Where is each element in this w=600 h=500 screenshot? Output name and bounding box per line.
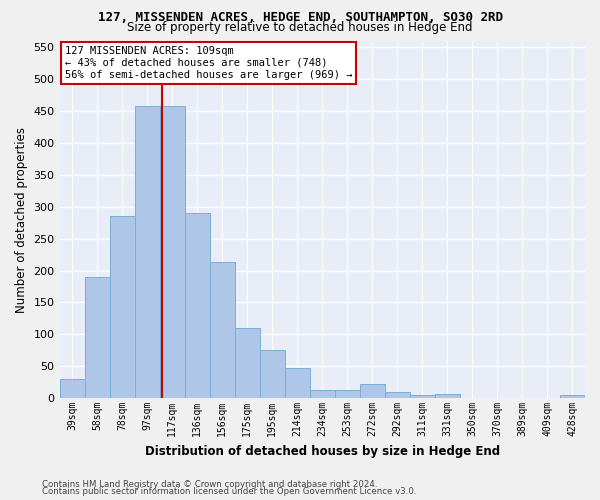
- Bar: [110, 216, 134, 398]
- Bar: [435, 394, 460, 398]
- Bar: [209, 262, 235, 398]
- Text: 127, MISSENDEN ACRES, HEDGE END, SOUTHAMPTON, SO30 2RD: 127, MISSENDEN ACRES, HEDGE END, SOUTHAM…: [97, 11, 503, 24]
- X-axis label: Distribution of detached houses by size in Hedge End: Distribution of detached houses by size …: [145, 444, 500, 458]
- Bar: [310, 390, 335, 398]
- Bar: [160, 106, 185, 398]
- Bar: [185, 213, 209, 398]
- Bar: [335, 390, 360, 398]
- Text: Size of property relative to detached houses in Hedge End: Size of property relative to detached ho…: [127, 21, 473, 34]
- Text: Contains public sector information licensed under the Open Government Licence v3: Contains public sector information licen…: [42, 488, 416, 496]
- Y-axis label: Number of detached properties: Number of detached properties: [15, 126, 28, 312]
- Bar: [235, 328, 260, 398]
- Bar: [385, 392, 410, 398]
- Text: 127 MISSENDEN ACRES: 109sqm
← 43% of detached houses are smaller (748)
56% of se: 127 MISSENDEN ACRES: 109sqm ← 43% of det…: [65, 46, 352, 80]
- Bar: [285, 368, 310, 398]
- Bar: [85, 277, 110, 398]
- Bar: [260, 350, 285, 398]
- Bar: [59, 379, 85, 398]
- Bar: [134, 106, 160, 398]
- Bar: [360, 384, 385, 398]
- Bar: [560, 395, 585, 398]
- Bar: [410, 395, 435, 398]
- Text: Contains HM Land Registry data © Crown copyright and database right 2024.: Contains HM Land Registry data © Crown c…: [42, 480, 377, 489]
